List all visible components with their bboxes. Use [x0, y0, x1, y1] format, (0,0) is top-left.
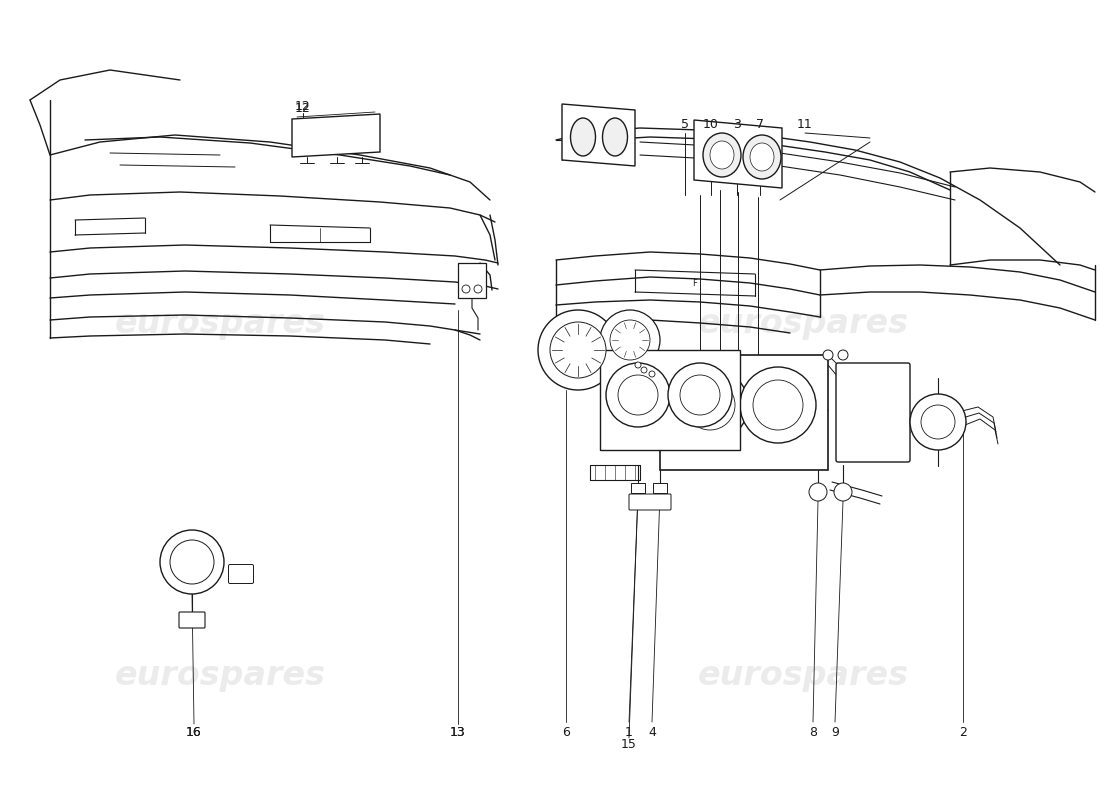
Text: 16: 16	[186, 726, 202, 738]
Circle shape	[754, 380, 803, 430]
Text: 11: 11	[798, 118, 813, 131]
Text: 6: 6	[562, 726, 570, 738]
Ellipse shape	[750, 143, 774, 171]
Polygon shape	[562, 104, 635, 166]
Text: 15: 15	[621, 738, 637, 750]
Circle shape	[641, 367, 647, 373]
Text: eurospares: eurospares	[114, 659, 326, 693]
Text: 12: 12	[295, 99, 311, 113]
Text: 4: 4	[648, 726, 656, 738]
Circle shape	[668, 363, 732, 427]
Polygon shape	[292, 114, 379, 157]
Text: eurospares: eurospares	[114, 307, 326, 341]
Circle shape	[538, 310, 618, 390]
Text: 2: 2	[959, 726, 967, 738]
Text: F: F	[693, 278, 697, 287]
Circle shape	[685, 380, 735, 430]
Text: eurospares: eurospares	[697, 659, 909, 693]
Circle shape	[635, 362, 641, 368]
Ellipse shape	[710, 141, 734, 169]
Bar	[600, 350, 740, 450]
Text: 13: 13	[450, 726, 466, 738]
Circle shape	[649, 371, 654, 377]
Circle shape	[921, 405, 955, 439]
Text: 13: 13	[450, 726, 466, 738]
FancyBboxPatch shape	[629, 494, 671, 510]
Bar	[660, 355, 828, 470]
FancyBboxPatch shape	[836, 363, 910, 462]
Text: 8: 8	[808, 726, 817, 738]
Circle shape	[606, 363, 670, 427]
Ellipse shape	[603, 118, 627, 156]
Circle shape	[808, 483, 827, 501]
Bar	[458, 263, 486, 298]
Circle shape	[910, 394, 966, 450]
FancyBboxPatch shape	[229, 565, 253, 583]
Text: 7: 7	[756, 118, 764, 131]
Circle shape	[474, 285, 482, 293]
Bar	[631, 483, 645, 493]
Circle shape	[838, 350, 848, 360]
Circle shape	[834, 483, 852, 501]
Ellipse shape	[742, 135, 781, 179]
Ellipse shape	[703, 133, 741, 177]
FancyBboxPatch shape	[179, 612, 205, 628]
Circle shape	[462, 285, 470, 293]
Text: 5: 5	[681, 118, 689, 131]
Circle shape	[680, 375, 720, 415]
Text: eurospares: eurospares	[697, 307, 909, 341]
Circle shape	[550, 322, 606, 378]
Ellipse shape	[571, 118, 595, 156]
Text: 10: 10	[703, 118, 719, 131]
Circle shape	[672, 367, 748, 443]
Circle shape	[170, 540, 214, 584]
Circle shape	[823, 350, 833, 360]
Text: 9: 9	[832, 726, 839, 738]
Text: 12: 12	[295, 102, 311, 114]
Circle shape	[600, 310, 660, 370]
Circle shape	[610, 320, 650, 360]
Text: 1: 1	[625, 726, 632, 738]
Circle shape	[618, 375, 658, 415]
Text: 16: 16	[186, 726, 202, 738]
Polygon shape	[694, 120, 782, 188]
Circle shape	[740, 367, 816, 443]
Text: 3: 3	[733, 118, 741, 131]
Circle shape	[160, 530, 224, 594]
Bar	[653, 483, 667, 493]
